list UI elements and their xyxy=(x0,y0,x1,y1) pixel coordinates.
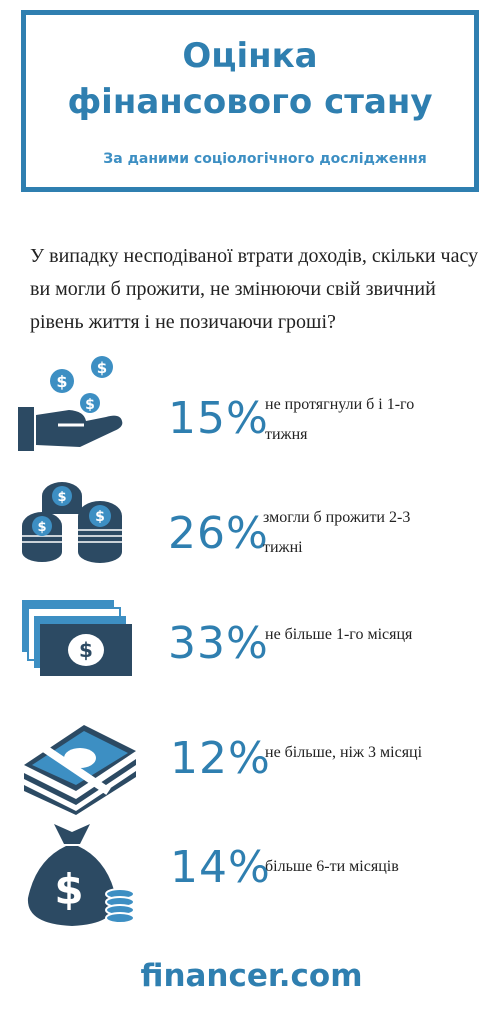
svg-text:$: $ xyxy=(79,638,93,662)
stat-label-2-line1: змогли б прожити 2-3 xyxy=(263,509,411,526)
svg-text:$: $ xyxy=(54,865,83,914)
svg-text:$: $ xyxy=(85,397,95,413)
stat-label-1-line1: не протягнули б і 1-го xyxy=(265,396,415,413)
svg-text:$: $ xyxy=(56,372,67,391)
stat-row-1: $ $ $ 15% не протягнули б і 1-го тижня xyxy=(0,355,503,455)
banknotes-icon: $ xyxy=(22,600,132,676)
stat-row-5: $ 14% більше 6-ти місяців xyxy=(0,820,503,926)
stat-percent-1: 15% xyxy=(168,393,269,444)
stat-percent-2: 26% xyxy=(168,508,269,559)
header-box: Оцінка фінансового стану За даними соціо… xyxy=(21,10,479,192)
svg-text:$: $ xyxy=(37,520,46,535)
stat-label-1-line2: тижня xyxy=(265,426,308,443)
stat-row-2: $ $ $ 26% змогли б прожити 2-3 тижні xyxy=(0,480,503,580)
stat-percent-5: 14% xyxy=(170,842,271,893)
hand-coins-icon: $ $ $ xyxy=(18,356,123,451)
svg-text:$: $ xyxy=(97,359,107,377)
page-title: Оцінка фінансового стану xyxy=(26,33,474,125)
svg-text:$: $ xyxy=(95,509,105,525)
stat-label-3: не більше 1-го місяця xyxy=(265,626,413,643)
stat-percent-3: 33% xyxy=(168,618,269,669)
brand-logo: financer.com xyxy=(140,958,363,994)
stat-label-4: не більше, ніж 3 місяці xyxy=(265,744,423,761)
stat-row-3: $ 33% не більше 1-го місяця xyxy=(0,594,503,694)
coin-stacks-icon: $ $ $ xyxy=(22,482,122,563)
page-subtitle: За даними соціологічного дослідження xyxy=(103,151,427,167)
survey-question: У випадку несподіваної втрати доходів, с… xyxy=(30,245,479,333)
stat-label-2: змогли б прожити 2-3 тижні xyxy=(263,503,410,563)
stat-percent-4: 12% xyxy=(170,733,271,784)
stat-row-4: 12% не більше, ніж 3 місяці xyxy=(0,715,503,815)
svg-text:$: $ xyxy=(57,490,66,505)
stat-label-1: не протягнули б і 1-го тижня xyxy=(265,390,414,450)
title-line-2: фінансового стану xyxy=(67,82,433,122)
cash-bundle-icon xyxy=(24,725,136,815)
stat-label-5: більше 6-ти місяців xyxy=(265,858,399,875)
money-bag-icon: $ xyxy=(27,824,135,926)
title-line-1: Оцінка xyxy=(182,36,318,76)
stat-label-2-line2: тижні xyxy=(263,539,303,556)
